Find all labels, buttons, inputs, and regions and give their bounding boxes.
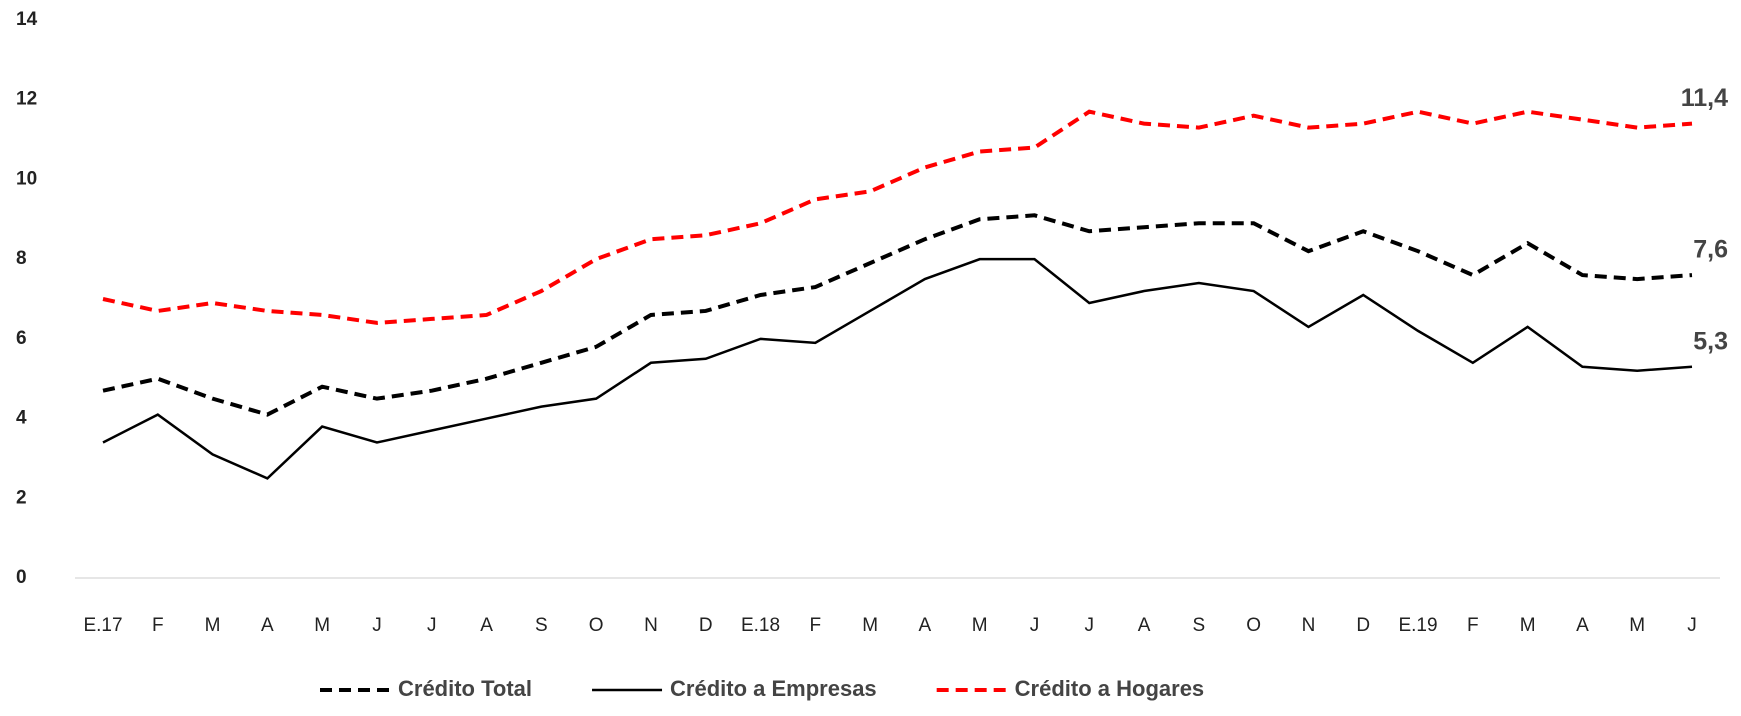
x-tick-label: S: [1193, 615, 1206, 636]
y-tick-label: 0: [16, 567, 27, 588]
legend-label: Crédito Total: [398, 676, 532, 701]
x-tick-label: M: [1520, 615, 1536, 636]
x-tick-label: F: [810, 615, 822, 636]
x-tick-label: J: [1085, 615, 1095, 636]
y-tick-label: 12: [16, 89, 37, 110]
x-tick-label: A: [480, 615, 493, 636]
x-tick-label: M: [1629, 615, 1645, 636]
y-tick-label: 6: [16, 328, 27, 349]
x-tick-label: M: [205, 615, 221, 636]
y-tick-label: 2: [16, 487, 27, 508]
series-line: [102, 257, 1693, 480]
legend-label: Crédito a Empresas: [670, 676, 877, 701]
x-tick-label: N: [1302, 615, 1316, 636]
x-tick-label: O: [589, 615, 604, 636]
x-tick-label: E.17: [83, 615, 122, 636]
x-tick-label: A: [261, 615, 274, 636]
x-tick-label: S: [535, 615, 548, 636]
x-tick-label: J: [427, 615, 437, 636]
y-tick-label: 4: [16, 408, 27, 429]
x-tick-label: E.18: [741, 615, 780, 636]
y-tick-label: 10: [16, 168, 37, 189]
y-tick-label: 8: [16, 248, 27, 269]
x-tick-label: J: [1030, 615, 1040, 636]
x-tick-label: J: [372, 615, 382, 636]
value-label: 7,6: [1693, 236, 1728, 264]
x-tick-label: J: [1687, 615, 1697, 636]
x-tick-label: A: [1576, 615, 1589, 636]
x-tick-label: F: [1467, 615, 1479, 636]
x-tick-label: O: [1246, 615, 1261, 636]
x-tick-label: D: [1356, 615, 1370, 636]
x-tick-label: D: [699, 615, 713, 636]
y-tick-label: 14: [16, 9, 38, 30]
x-tick-label: E.19: [1398, 615, 1437, 636]
x-tick-label: A: [919, 615, 932, 636]
value-label: 5,3: [1693, 327, 1728, 355]
x-tick-label: M: [862, 615, 878, 636]
x-tick-label: A: [1138, 615, 1151, 636]
x-tick-label: F: [152, 615, 164, 636]
x-tick-label: M: [314, 615, 330, 636]
x-tick-label: N: [644, 615, 658, 636]
series-line: [102, 213, 1693, 417]
value-label: 11,4: [1681, 84, 1728, 112]
series-line: [102, 109, 1693, 325]
legend-label: Crédito a Hogares: [1015, 676, 1205, 701]
x-tick-label: M: [972, 615, 988, 636]
